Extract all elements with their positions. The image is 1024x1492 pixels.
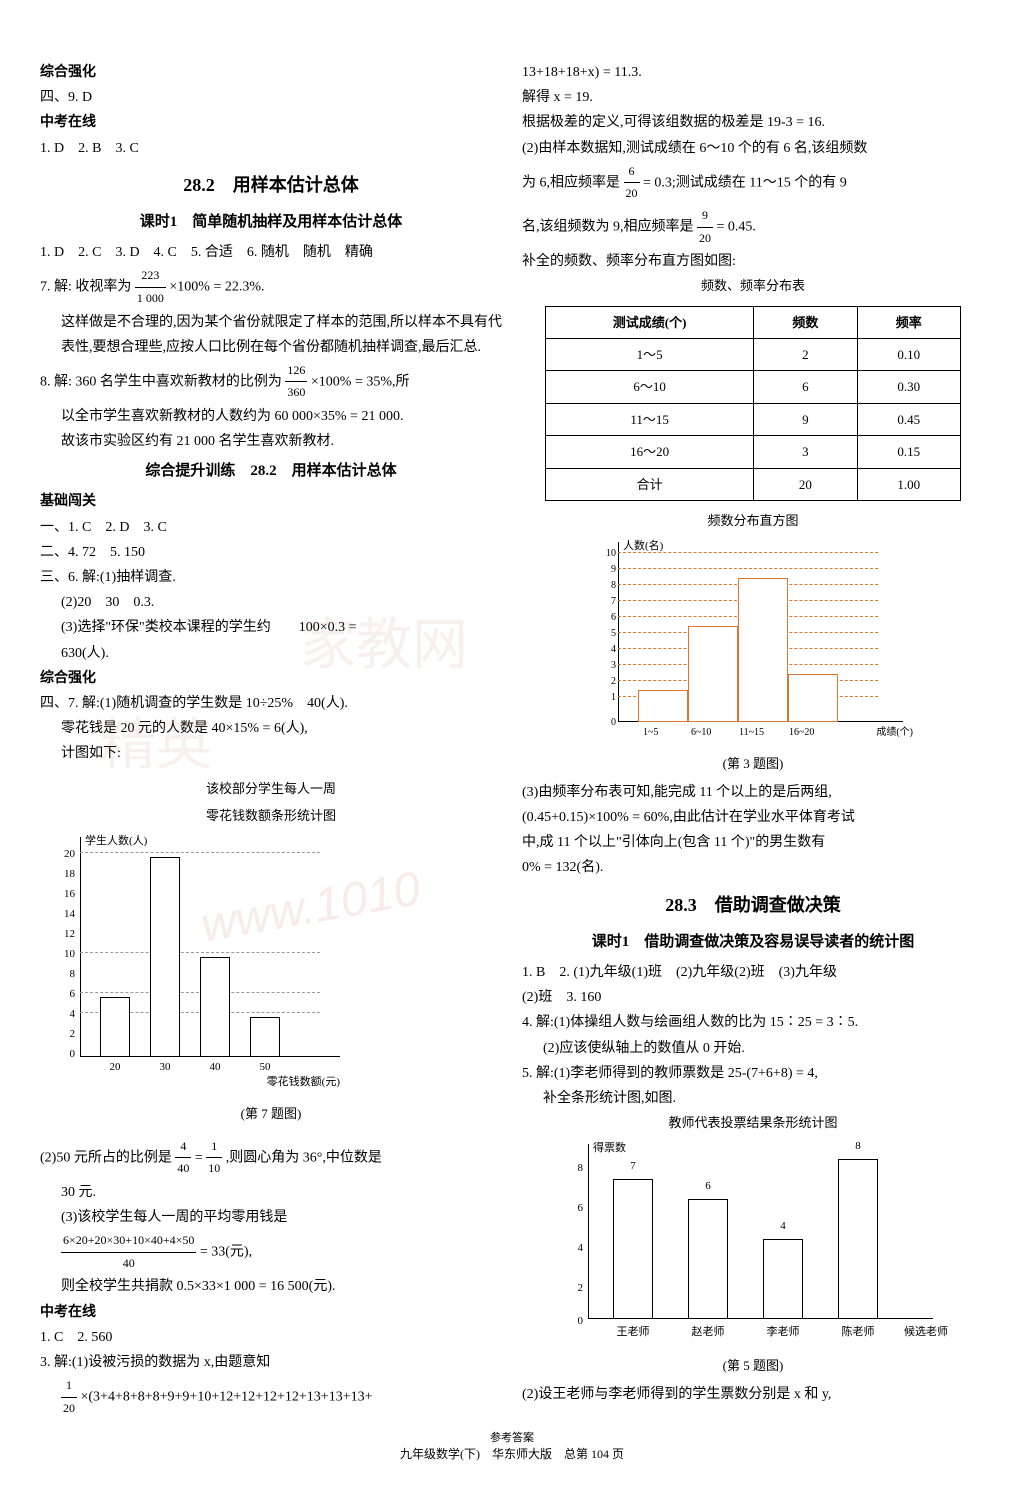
text-line: 30 元.: [40, 1180, 502, 1205]
bar-chart-1: 该校部分学生每人一周 零花钱数额条形统计图 学生人数(人) 20 18 16 1…: [40, 777, 502, 1126]
sub-title: 课时1 简单随机抽样及用样本估计总体: [40, 209, 502, 236]
text-line: 则全校学生共捐款 0.5×33×1 000 = 16 500(元).: [40, 1274, 502, 1299]
answer-line: 三、6. 解:(1)抽样调查.: [40, 565, 502, 590]
text-line: 计图如下:: [40, 741, 502, 766]
left-column: 综合强化 四、9. D 中考在线 1. D 2. B 3. C 28.2 用样本…: [40, 60, 502, 1419]
bar: [613, 1179, 653, 1319]
sub-title: 课时1 借助调查做决策及容易误导读者的统计图: [522, 929, 984, 956]
sub-title: 综合提升训练 28.2 用样本估计总体: [40, 458, 502, 485]
answer-line: 1. D 2. C 3. D 4. C 5. 合适 6. 随机 随机 精确: [40, 240, 502, 265]
chart-caption: (第 5 题图): [522, 1354, 984, 1377]
fraction: 6 20: [624, 161, 640, 205]
bar: [250, 1017, 280, 1057]
fraction: 1 20: [61, 1375, 77, 1419]
bar: [688, 1199, 728, 1319]
paragraph: 这样做是不合理的,因为某个省份就限定了样本的范围,所以样本不具有代表性,要想合理…: [40, 310, 502, 360]
text-line: (3)由频率分布表可知,能完成 11 个以上的是后两组,: [522, 780, 984, 805]
answer-line: 二、4. 72 5. 150: [40, 540, 502, 565]
fraction: 6×20+20×30+10×40+4×50 40: [61, 1230, 196, 1274]
table-row: 6～1060.30: [546, 371, 961, 403]
solution-line: 7. 解: 收视率为 223 1 000 ×100% = 22.3%.: [40, 265, 502, 309]
answer-line: 1. B 2. (1)九年级(1)班 (2)九年级(2)班 (3)九年级: [522, 960, 984, 985]
answer-line: 1. D 2. B 3. C: [40, 136, 502, 161]
text-line: (2)设王老师与李老师得到的学生票数分别是 x 和 y,: [522, 1382, 984, 1407]
section-title: 28.2 用样本估计总体: [40, 169, 502, 201]
text-line: 3. 解:(1)设被污损的数据为 x,由题意知: [40, 1350, 502, 1375]
right-column: 13+18+18+x) = 11.3. 解得 x = 19. 根据极差的定义,可…: [522, 60, 984, 1419]
text-line: 630(人).: [40, 641, 502, 666]
frequency-table: 测试成绩(个) 频数 频率 1～520.10 6～1060.30 11～1590…: [545, 306, 961, 501]
chart-area: 学生人数(人) 20 18 16 14 12 10 8 6 4 2 0: [60, 837, 340, 1077]
fraction: 4 40: [175, 1136, 191, 1180]
section-label: 综合强化: [40, 666, 502, 691]
answer-line: 一、1. C 2. D 3. C: [40, 515, 502, 540]
section-title: 28.3 借助调查做决策: [522, 889, 984, 921]
text-line: 4. 解:(1)体操组人数与绘画组人数的比为 15∶25 = 3∶5.: [522, 1010, 984, 1035]
text-line: 补全条形统计图,如图.: [522, 1086, 984, 1111]
bar: [100, 997, 130, 1057]
section-label: 基础闯关: [40, 489, 502, 514]
solution-line: 8. 解: 360 名学生中喜欢新教材的比例为 126 360 ×100% = …: [40, 360, 502, 404]
histogram-title: 频数分布直方图: [522, 509, 984, 532]
bar: [200, 957, 230, 1057]
text-line: (2)应该使纵轴上的数值从 0 开始.: [522, 1036, 984, 1061]
text-line: 0% = 132(名).: [522, 855, 984, 880]
table-title: 频数、频率分布表: [522, 274, 984, 297]
table-header-row: 测试成绩(个) 频数 频率: [546, 306, 961, 338]
fraction: 126 360: [285, 360, 307, 404]
answer-line: 1. C 2. 560: [40, 1325, 502, 1350]
bar-chart-2: 得票数 8 6 4 2 0 7 6 4 8 王老师 赵老师 李老师 陈老师 候选…: [563, 1144, 943, 1344]
solution-line: 名,该组频数为 9,相应频率是 9 20 = 0.45.: [522, 205, 984, 249]
histogram-bar: [638, 690, 688, 722]
chart-caption: (第 7 题图): [40, 1102, 502, 1125]
table-row: 11～1590.45: [546, 403, 961, 435]
table-row: 1～520.10: [546, 339, 961, 371]
table-row: 合计201.00: [546, 468, 961, 500]
text-line: 解得 x = 19.: [522, 85, 984, 110]
answer-line: 四、9. D: [40, 85, 502, 110]
text-line: (2)由样本数据知,测试成绩在 6～10 个的有 6 名,该组频数: [522, 136, 984, 161]
text-line: 四、7. 解:(1)随机调查的学生数是 10÷25% 40(人).: [40, 691, 502, 716]
text-line: (3)该校学生每人一周的平均零用钱是: [40, 1205, 502, 1230]
solution-line: 为 6,相应频率是 6 20 = 0.3;测试成绩在 11～15 个的有 9: [522, 161, 984, 205]
text-line: 中,成 11 个以上"引体向上(包含 11 个)"的男生数有: [522, 830, 984, 855]
fraction: 223 1 000: [135, 265, 166, 309]
text-line: 13+18+18+x) = 11.3.: [522, 60, 984, 85]
text-line: 零花钱是 20 元的人数是 40×15% = 6(人),: [40, 716, 502, 741]
histogram-bar: [788, 674, 838, 722]
histogram-chart: 人数(名) 10 9 8 7 6 5 4 3 2 1 0: [593, 542, 913, 742]
table-row: 16～2030.15: [546, 436, 961, 468]
section-label: 中考在线: [40, 110, 502, 135]
text-line: (3)选择"环保"类校本课程的学生约 100×0.3 =: [40, 615, 502, 640]
text-line: 根据极差的定义,可得该组数据的极差是 19-3 = 16.: [522, 110, 984, 135]
bar: [150, 857, 180, 1057]
fraction: 9 20: [697, 205, 713, 249]
solution-line: 6×20+20×30+10×40+4×50 40 = 33(元),: [40, 1230, 502, 1274]
text-line: 补全的频数、频率分布直方图如图:: [522, 249, 984, 274]
histogram-bar: [688, 626, 738, 722]
chart-title: 教师代表投票结果条形统计图: [522, 1111, 984, 1134]
chart-caption: (第 3 题图): [522, 752, 984, 775]
text-line: (0.45+0.15)×100% = 60%,由此估计在学业水平体育考试: [522, 805, 984, 830]
text-line: 以全市学生喜欢新教材的人数约为 60 000×35% = 21 000.: [40, 404, 502, 429]
page-content: 综合强化 四、9. D 中考在线 1. D 2. B 3. C 28.2 用样本…: [40, 60, 984, 1419]
text-line: 5. 解:(1)李老师得到的教师票数是 25-(7+6+8) = 4,: [522, 1061, 984, 1086]
section-label: 中考在线: [40, 1300, 502, 1325]
solution-line: (2)50 元所占的比例是 4 40 = 1 10 ,则圆心角为 36°,中位数…: [40, 1136, 502, 1180]
page-footer: 参考答案 九年级数学(下) 华东师大版 总第 104 页: [0, 1429, 1024, 1462]
text-line: 故该市实验区约有 21 000 名学生喜欢新教材.: [40, 429, 502, 454]
section-label: 综合强化: [40, 60, 502, 85]
bar: [838, 1159, 878, 1319]
solution-line: 1 20 ×(3+4+8+8+8+9+9+10+12+12+12+12+13+1…: [40, 1375, 502, 1419]
text-line: (2)20 30 0.3.: [40, 590, 502, 615]
fraction: 1 10: [206, 1136, 222, 1180]
answer-line: (2)班 3. 160: [522, 985, 984, 1010]
histogram-bar: [738, 578, 788, 722]
bar: [763, 1239, 803, 1319]
